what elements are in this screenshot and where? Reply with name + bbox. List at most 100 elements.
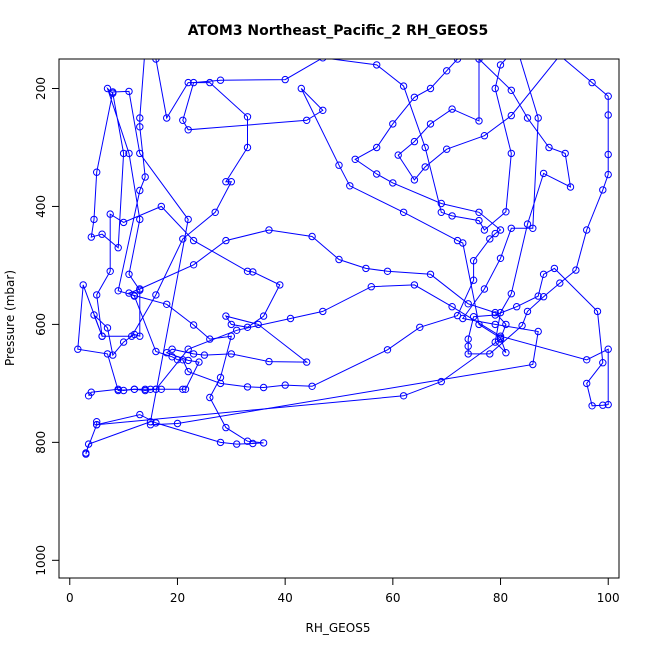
data-point [114, 385, 122, 393]
data-point [259, 312, 268, 320]
data-point [93, 418, 101, 426]
data-point [103, 324, 112, 332]
data-point [216, 438, 225, 447]
data-point [604, 345, 612, 353]
data-point [93, 291, 101, 299]
data-point [184, 345, 192, 353]
data-point [87, 233, 96, 241]
data-point [534, 327, 542, 336]
data-point [136, 410, 144, 419]
data-point [529, 360, 537, 369]
data-point [545, 143, 553, 152]
y-tick-label: 200 [34, 77, 48, 100]
data-point [373, 170, 381, 178]
data-point [211, 208, 219, 217]
data-point [259, 439, 268, 447]
data-point [604, 111, 612, 119]
data-point [588, 402, 596, 410]
data-point [128, 332, 136, 340]
x-axis-label: RH_GEOS5 [306, 621, 371, 635]
data-point [90, 215, 98, 224]
data-point [74, 345, 82, 353]
data-point [507, 111, 515, 120]
data-point [491, 84, 499, 93]
data-point [362, 264, 370, 273]
data-point [496, 335, 505, 343]
data-point [206, 78, 214, 87]
data-point [163, 114, 171, 122]
data-point [79, 281, 87, 289]
data-point [319, 106, 327, 115]
data-point [599, 401, 607, 409]
data-point [539, 169, 548, 178]
data-point [539, 293, 548, 301]
data-point [335, 161, 343, 169]
data-point [136, 114, 144, 122]
data-point [249, 439, 257, 448]
data-point [168, 345, 176, 353]
data-point [163, 300, 171, 308]
data-point [189, 350, 198, 358]
y-axis-label: Pressure (mbar) [3, 270, 17, 366]
data-point [136, 332, 144, 340]
data-point [152, 419, 160, 427]
data-point [448, 212, 456, 220]
data-point [475, 320, 483, 329]
y-tick-label: 400 [34, 195, 48, 218]
data-point [222, 236, 230, 245]
data-point [507, 290, 515, 298]
data-point [184, 356, 192, 365]
data-point [259, 383, 268, 392]
data-point [426, 270, 435, 278]
data-point [437, 208, 445, 217]
data-point [437, 199, 445, 208]
data-point [157, 385, 166, 393]
data-point [507, 149, 515, 158]
data-point [227, 332, 236, 340]
data-point [84, 440, 93, 448]
x-axis: 0 20 40 60 80 100 [66, 578, 620, 605]
data-point [351, 155, 359, 164]
data-point [496, 254, 505, 262]
data-point [106, 210, 114, 218]
data-point [173, 356, 182, 364]
data-point [373, 61, 381, 69]
data-point [469, 276, 478, 284]
data-point [200, 351, 209, 359]
data-point [491, 308, 499, 317]
data-point [303, 358, 311, 366]
data-point [189, 261, 198, 269]
data-point [426, 120, 435, 128]
x-tick-label: 60 [385, 591, 400, 605]
data-point [222, 178, 230, 186]
data-point [103, 350, 112, 358]
data-point [189, 321, 198, 329]
data-point [389, 179, 397, 187]
data-point [281, 381, 289, 389]
data-point [529, 224, 537, 233]
data-point [469, 313, 478, 321]
data-point [523, 220, 532, 228]
data-point [103, 84, 112, 93]
data-point [93, 168, 101, 176]
data-point [480, 132, 489, 140]
data-point [308, 232, 316, 241]
data-point [249, 268, 257, 276]
data-point [265, 357, 273, 366]
data-point [523, 307, 532, 316]
data-point [593, 307, 602, 316]
data-point [179, 235, 187, 243]
series-line [77, 59, 309, 455]
data-point [583, 226, 591, 234]
data-point [534, 114, 542, 122]
data-point [109, 89, 117, 97]
data-point [399, 392, 408, 400]
y-axis: 200 400 600 800 1000 [34, 77, 59, 576]
data-point [233, 326, 241, 334]
data-point [367, 283, 375, 291]
data-point [276, 281, 284, 289]
data-point [599, 359, 607, 367]
data-point [227, 320, 236, 329]
data-point [583, 356, 591, 364]
data-point [604, 400, 612, 409]
